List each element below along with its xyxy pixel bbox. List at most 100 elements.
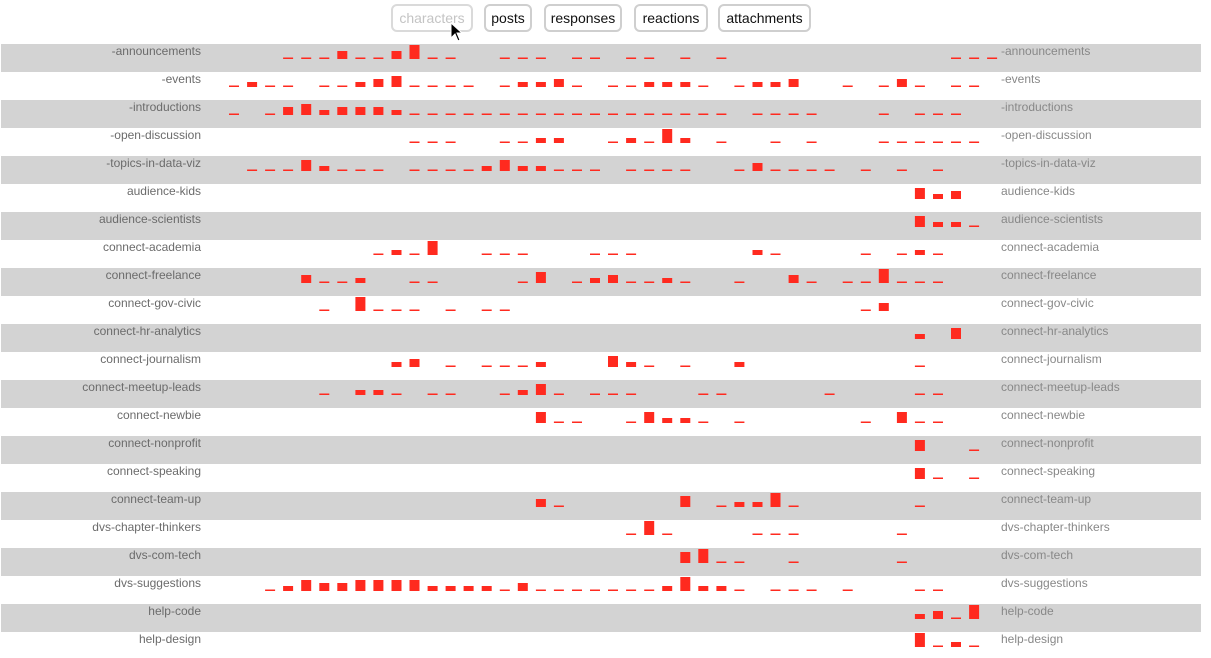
row-shading — [1, 268, 1201, 296]
activity-bar — [373, 253, 384, 255]
row-label-left: connect-hr-analytics — [94, 324, 201, 338]
activity-bar — [590, 57, 600, 59]
row-label-right: dvs-com-tech — [1001, 548, 1073, 562]
channel-row: connect-journalism connect-journalism — [100, 352, 1102, 367]
activity-bar — [770, 253, 781, 255]
row-shading — [1, 44, 1201, 72]
activity-bar — [445, 57, 456, 59]
tab-attachments[interactable]: attachments — [718, 4, 811, 32]
activity-bar — [499, 57, 510, 59]
activity-bar — [896, 281, 907, 283]
activity-bar — [788, 589, 799, 591]
row-label-right: help-design — [1001, 632, 1063, 646]
tab-posts[interactable]: posts — [484, 4, 532, 32]
activity-bar — [969, 141, 980, 143]
tab-responses[interactable]: responses — [544, 4, 622, 32]
activity-bar — [698, 549, 709, 563]
activity-bar — [499, 160, 510, 171]
row-label-left: connect-journalism — [100, 352, 201, 366]
activity-bar — [301, 580, 312, 591]
activity-bar — [427, 141, 438, 143]
row-label-right: -announcements — [1001, 44, 1090, 58]
activity-bar — [680, 138, 691, 143]
activity-bar — [698, 421, 709, 423]
activity-bar — [590, 393, 600, 395]
row-label-right: dvs-suggestions — [1001, 576, 1088, 590]
activity-bar — [842, 589, 853, 591]
activity-bar — [626, 169, 637, 171]
activity-bar — [896, 253, 907, 255]
channel-row: help-design help-design — [139, 632, 1063, 647]
activity-bar — [969, 85, 980, 87]
activity-bar — [427, 169, 438, 171]
activity-bar — [806, 589, 817, 591]
activity-bar — [734, 169, 745, 171]
row-label-right: audience-kids — [1001, 184, 1075, 198]
tab-reactions[interactable]: reactions — [634, 4, 708, 32]
row-label-right: help-code — [1001, 604, 1054, 618]
activity-bar — [337, 281, 348, 283]
activity-bar — [969, 477, 980, 479]
tab-characters[interactable]: characters — [391, 4, 473, 32]
activity-bar — [734, 502, 745, 507]
activity-bar — [716, 57, 727, 59]
activity-bar — [770, 493, 781, 507]
row-label-right: connect-team-up — [1001, 492, 1091, 506]
activity-bar — [770, 589, 781, 591]
activity-bar — [734, 561, 745, 563]
activity-bar — [355, 390, 366, 395]
activity-bar — [572, 421, 582, 423]
activity-bar — [752, 502, 763, 507]
activity-bar — [355, 580, 366, 591]
activity-bar — [680, 552, 691, 563]
activity-bar — [283, 169, 294, 171]
activity-bar — [391, 250, 402, 255]
activity-bar — [283, 57, 294, 59]
activity-bar — [806, 141, 817, 143]
activity-bar — [608, 589, 618, 591]
channel-row: dvs-chapter-thinkers dvs-chapter-thinkers — [92, 520, 1110, 535]
activity-bar — [265, 169, 276, 171]
activity-bar — [553, 589, 564, 591]
activity-bar — [608, 253, 618, 255]
activity-bar — [445, 393, 456, 395]
activity-bar — [409, 580, 420, 591]
activity-bar — [752, 533, 763, 535]
activity-bar — [878, 85, 889, 87]
activity-bar — [770, 533, 781, 535]
activity-bar — [680, 365, 691, 367]
activity-bar — [698, 85, 709, 87]
activity-bar — [535, 138, 546, 143]
activity-bar — [951, 141, 961, 143]
channel-row: connect-speaking connect-speaking — [107, 464, 1095, 479]
row-label-right: connect-freelance — [1001, 268, 1097, 282]
activity-bar — [572, 85, 582, 87]
activity-bar — [896, 169, 907, 171]
activity-bar — [427, 113, 438, 115]
activity-bar — [933, 169, 943, 171]
row-label-left: connect-freelance — [106, 268, 202, 282]
activity-bar — [951, 642, 961, 647]
activity-bar — [914, 614, 925, 619]
activity-bar — [409, 85, 420, 87]
activity-bar — [914, 589, 925, 591]
activity-bar — [301, 160, 312, 171]
activity-bar — [355, 107, 366, 115]
activity-bar — [662, 169, 673, 171]
activity-bar — [355, 169, 366, 171]
activity-bar — [662, 129, 673, 143]
activity-bar — [590, 278, 600, 283]
activity-bar — [391, 76, 402, 87]
activity-bar — [463, 85, 474, 87]
activity-bar — [626, 281, 637, 283]
activity-bar — [517, 253, 528, 255]
activity-bar — [517, 141, 528, 143]
activity-bar — [409, 281, 420, 283]
activity-bar — [716, 586, 727, 591]
row-label-left: connect-nonprofit — [108, 436, 201, 450]
activity-bar — [698, 393, 709, 395]
activity-bar — [535, 82, 546, 87]
activity-bar — [283, 107, 294, 115]
activity-bar — [337, 107, 348, 115]
